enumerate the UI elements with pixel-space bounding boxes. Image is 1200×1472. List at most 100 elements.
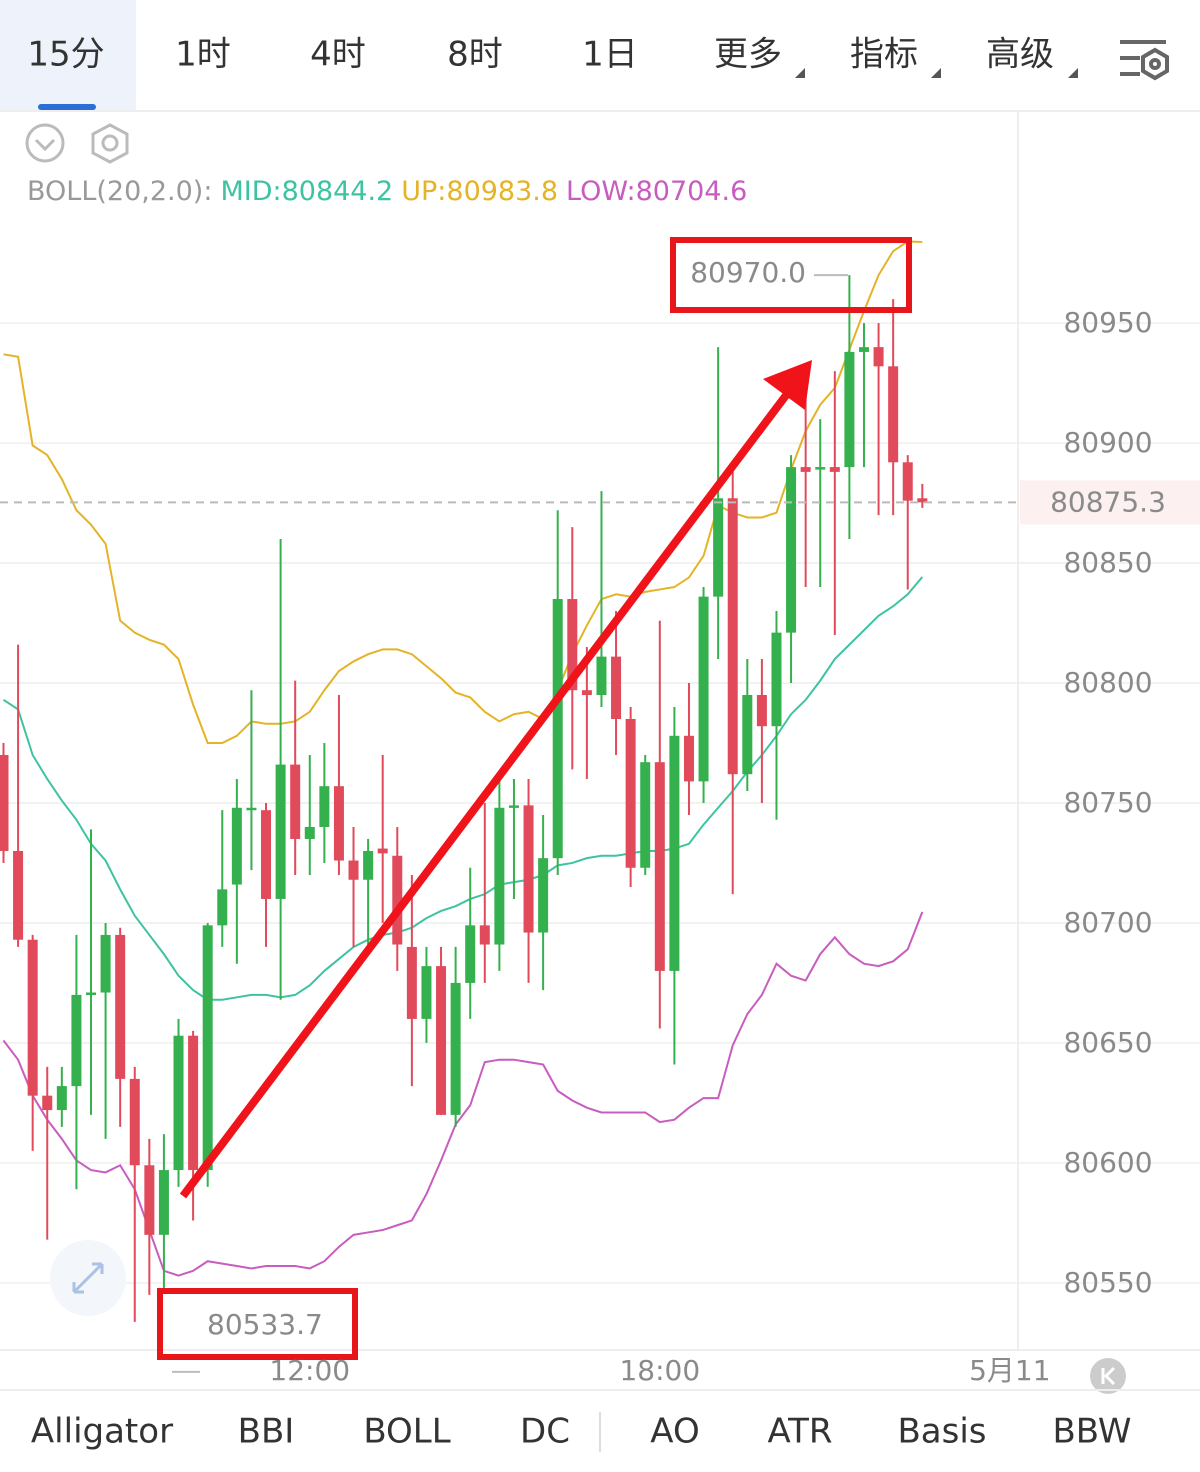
indicator-tab[interactable]: BBW — [1052, 1412, 1131, 1452]
timeframe-tab[interactable]: 更多 — [714, 35, 782, 75]
candle-body — [465, 925, 476, 983]
candle-body — [231, 807, 242, 885]
candle-body — [188, 1035, 199, 1171]
x-tick-label: 5月11 — [969, 1354, 1050, 1387]
candle-body — [158, 1170, 169, 1235]
candle-body — [873, 347, 884, 367]
legend-entry: UP:80983.8 — [401, 176, 558, 207]
indicator-tab[interactable]: AO — [650, 1412, 699, 1452]
expand-icon[interactable] — [50, 1240, 126, 1316]
candle-body — [581, 690, 592, 696]
timeframe-tab[interactable]: 8时 — [447, 35, 503, 75]
candle-body — [698, 596, 709, 782]
indicator-tab[interactable]: BBI — [238, 1412, 295, 1452]
timeframe-tab[interactable]: 高级 — [986, 35, 1054, 75]
candle-body — [13, 850, 24, 940]
high-marker-label: 80970.0 — [690, 256, 806, 289]
candle-body — [290, 764, 301, 839]
candle-body — [567, 599, 578, 691]
candle-body — [27, 939, 38, 1096]
highlight-box — [157, 1288, 358, 1360]
y-tick-label: 80950 — [1063, 306, 1152, 339]
candle-body — [0, 754, 9, 851]
candle-body — [421, 966, 432, 1019]
x-tick-label: 12:00 — [269, 1354, 350, 1387]
candle-body — [888, 366, 899, 463]
candle-body — [144, 1165, 155, 1235]
low-marker-label: 80533.7 — [207, 1308, 323, 1341]
candle-body — [742, 695, 753, 775]
indicator-legend: BOLL(20,2.0): MID:80844.2 UP:80983.8 LOW:80… — [27, 176, 747, 207]
candle-body — [436, 966, 447, 1115]
settings-icon[interactable] — [1120, 40, 1169, 81]
candle-body — [71, 994, 82, 1087]
chart-tools[interactable] — [25, 123, 129, 164]
candle-body — [508, 805, 519, 808]
last-price-bg — [1020, 480, 1200, 525]
candle-body — [494, 807, 505, 945]
candle-body — [713, 498, 724, 597]
dropdown-marks — [795, 68, 1078, 78]
candle-body — [304, 826, 315, 839]
candle-body — [173, 1035, 184, 1171]
last-price-label: 80875.3 — [1050, 485, 1166, 518]
timeframe-tab[interactable]: 1时 — [175, 35, 231, 75]
candle-body — [829, 467, 840, 472]
candle-body — [129, 1078, 140, 1166]
y-tick-label: 80750 — [1063, 786, 1152, 819]
highlight-box — [670, 237, 912, 313]
candle-body — [771, 632, 782, 727]
candle-body — [756, 695, 767, 727]
candle-body — [319, 786, 330, 827]
y-tick-label: 80700 — [1063, 906, 1152, 939]
indicator-tab[interactable]: DC — [520, 1412, 570, 1452]
active-tab-indicator — [38, 104, 96, 110]
candle-body — [363, 850, 374, 880]
timeframe-bar: 15分 1时 4时 8时 1日 更多 指标 高级 — [0, 0, 1200, 112]
candle-body — [902, 462, 913, 501]
indicator-tab[interactable]: BOLL — [363, 1412, 450, 1452]
y-tick-label: 80650 — [1063, 1026, 1152, 1059]
boll-line — [2, 911, 924, 1277]
candle-body — [348, 860, 359, 880]
candle-body — [246, 807, 257, 811]
candle-body — [86, 992, 97, 996]
candle-body — [611, 656, 622, 720]
boll-line — [3, 240, 923, 744]
candle-body — [640, 762, 651, 868]
scroll-latest[interactable] — [1090, 1358, 1126, 1394]
candle-body — [377, 848, 388, 854]
candle-body — [56, 1086, 67, 1111]
indicator-name: BOLL(20,2.0): — [27, 176, 212, 207]
indicator-tab[interactable]: Alligator — [31, 1412, 173, 1452]
candle-body — [815, 467, 826, 470]
timeframe-tab[interactable]: 15分 — [27, 35, 104, 75]
legend-entry: MID:80844.2 — [220, 176, 393, 207]
timeframe-tab[interactable]: 指标 — [850, 35, 918, 75]
x-tick-label: 18:00 — [619, 1354, 700, 1387]
candle-body — [917, 498, 928, 503]
candle-body — [333, 786, 344, 861]
candle-body — [596, 656, 607, 696]
y-tick-label: 80800 — [1063, 666, 1152, 699]
candle-body — [100, 934, 111, 993]
candle-body — [654, 762, 665, 971]
timeframe-tab[interactable]: 4时 — [310, 35, 366, 75]
indicator-tab[interactable]: ATR — [767, 1412, 832, 1452]
candle-body — [552, 599, 563, 859]
active-tab-bg — [0, 0, 136, 110]
candle-body — [844, 351, 855, 468]
candle-body — [479, 925, 490, 945]
legend-entry: LOW:80704.6 — [566, 176, 747, 207]
candle-body — [786, 467, 797, 633]
y-tick-label: 80600 — [1063, 1146, 1152, 1179]
timeframe-tab[interactable]: 1日 — [582, 35, 638, 75]
candle-body — [727, 498, 738, 775]
candle-body — [450, 982, 461, 1115]
indicator-tab[interactable]: Basis — [897, 1412, 986, 1452]
candle-body — [669, 735, 680, 971]
trend-arrow — [179, 360, 812, 1199]
y-tick-label: 80900 — [1063, 426, 1152, 459]
